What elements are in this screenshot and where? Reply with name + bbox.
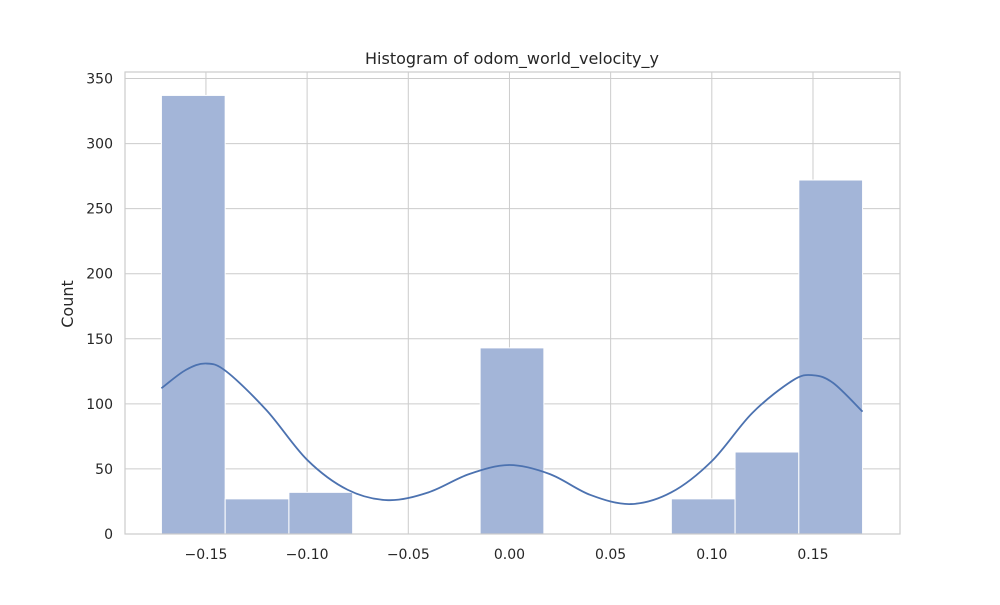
y-tick-label: 150 xyxy=(86,332,113,348)
y-tick-label: 250 xyxy=(86,202,113,218)
histogram-bar xyxy=(479,347,545,535)
histogram-bar xyxy=(224,498,290,535)
y-tick-label: 0 xyxy=(104,527,113,543)
axes-frame xyxy=(124,71,901,535)
x-tick-label: 0.00 xyxy=(494,547,525,563)
x-tick-label: −0.15 xyxy=(184,547,227,563)
y-tick-label: 50 xyxy=(95,462,113,478)
histogram-bar xyxy=(734,451,800,535)
x-tick-label: 0.05 xyxy=(595,547,626,563)
histogram-bar xyxy=(670,498,736,535)
x-tick-label: 0.15 xyxy=(797,547,828,563)
y-tick-label: 100 xyxy=(86,397,113,413)
y-tick-label: 350 xyxy=(86,72,113,88)
y-tick-label: 300 xyxy=(86,137,113,153)
kde-layer xyxy=(160,362,864,505)
chart-title: Histogram of odom_world_velocity_y xyxy=(365,49,659,69)
histogram-bar xyxy=(160,94,226,535)
bars-layer xyxy=(160,94,864,535)
y-tick-label: 200 xyxy=(86,267,113,283)
histogram-bar xyxy=(288,491,354,535)
kde-line xyxy=(160,362,864,505)
grid-layer xyxy=(125,72,900,535)
histogram-bar xyxy=(798,179,864,535)
x-tick-label: −0.10 xyxy=(286,547,329,563)
x-tick-label: −0.05 xyxy=(387,547,430,563)
tick-labels: −0.15 −0.10 −0.05 0.00 0.05 0.10 0.15 0 50 100 150… xyxy=(86,72,828,563)
axes-border xyxy=(124,71,901,535)
y-axis-label: Count xyxy=(58,280,77,328)
x-tick-label: 0.10 xyxy=(696,547,727,563)
